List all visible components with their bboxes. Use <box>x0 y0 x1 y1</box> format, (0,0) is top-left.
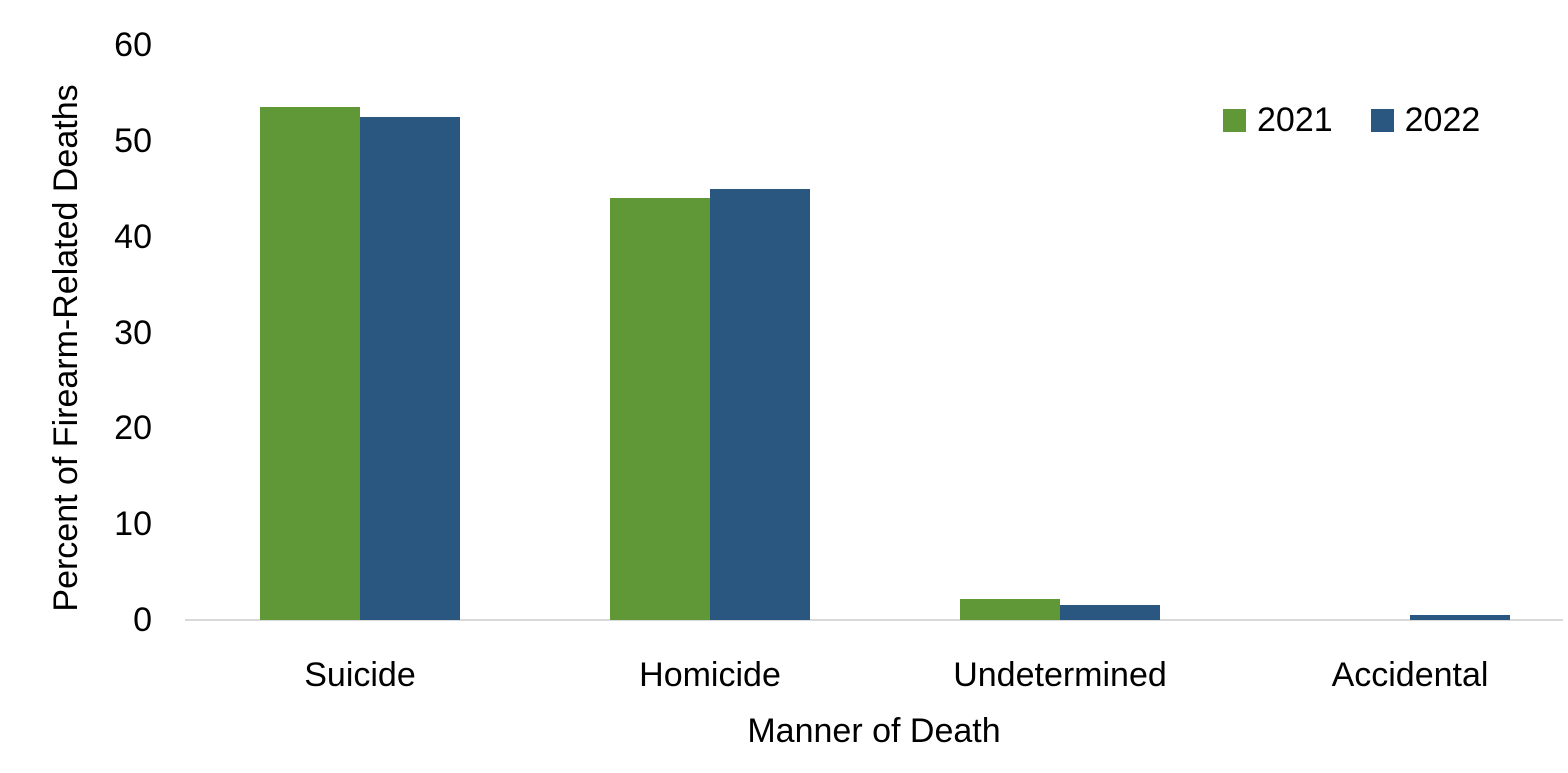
bar-2021-undetermined <box>960 598 1060 620</box>
bar-2021-suicide <box>260 107 360 620</box>
bar-2022-suicide <box>360 116 460 620</box>
legend-label: 2022 <box>1404 101 1481 139</box>
y-tick-label-30: 30 <box>114 313 152 352</box>
legend: 2021 2022 <box>1223 103 1480 137</box>
y-tick-label-20: 20 <box>114 409 152 448</box>
x-category-label-suicide: Suicide <box>304 656 416 694</box>
y-tick-label-10: 10 <box>114 505 152 544</box>
y-tick-label-60: 60 <box>114 26 152 64</box>
y-tick-label-0: 0 <box>133 601 152 639</box>
legend-label: 2021 <box>1257 101 1333 139</box>
y-tick-label-40: 40 <box>114 217 152 256</box>
x-category-label-accidental: Accidental <box>1331 656 1489 694</box>
bar-2022-accidental <box>1410 615 1510 620</box>
bar-2022-homicide <box>710 188 810 620</box>
y-tick-label-50: 50 <box>114 121 152 160</box>
x-category-label-homicide: Homicide <box>639 656 781 694</box>
x-axis-title: Manner of Death <box>747 712 1001 750</box>
legend-item-2022: 2022 <box>1370 101 1481 139</box>
legend-swatch-icon <box>1370 108 1394 132</box>
legend-item-2021: 2021 <box>1223 103 1333 137</box>
legend-swatch-icon <box>1223 108 1246 132</box>
bar-2021-homicide <box>610 198 710 620</box>
x-axis-line <box>185 619 1563 621</box>
bar-2022-undetermined <box>1060 604 1160 620</box>
x-category-label-undetermined: Undetermined <box>953 656 1167 694</box>
